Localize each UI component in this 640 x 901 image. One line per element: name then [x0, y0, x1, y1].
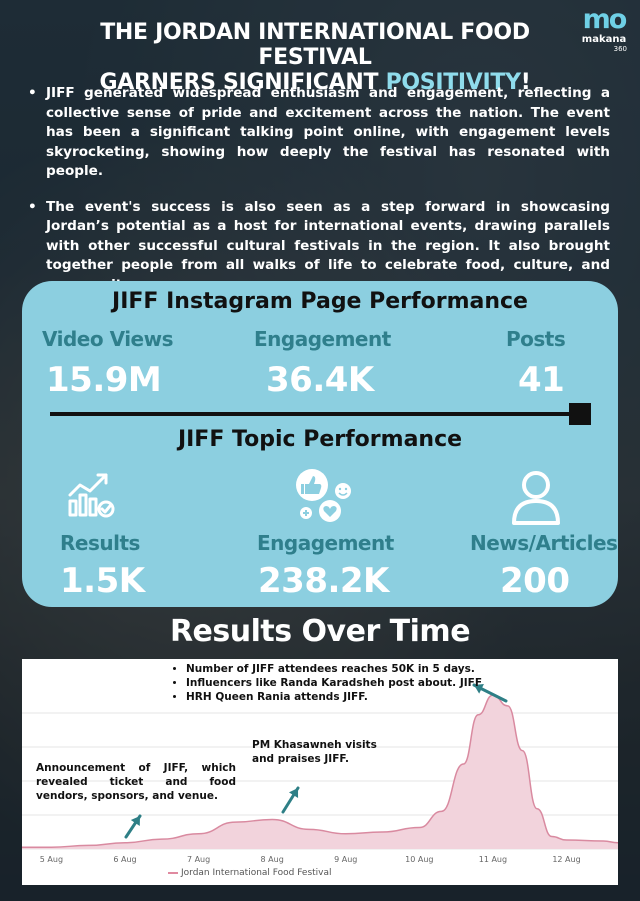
- legend-swatch: [168, 871, 178, 874]
- instagram-stat-value-posts: 41: [518, 360, 565, 400]
- announcement-note: Announcement of JIFF, which revealed tic…: [36, 762, 236, 802]
- reactions-icon: [296, 469, 351, 522]
- peak-note-item: HRH Queen Rania attends JIFF.: [186, 690, 492, 704]
- peak-note: Number of JIFF attendees reaches 50K in …: [172, 662, 492, 704]
- bullet-text: The event's success is also seen as a st…: [46, 198, 610, 293]
- logo-mark: mo: [582, 4, 628, 35]
- arrow-icon: [124, 814, 142, 839]
- topic-stat-label-news-articles: News/Articles: [470, 531, 618, 555]
- x-tick-label: 7 Aug: [187, 855, 210, 864]
- title-line-2-end: !: [520, 70, 531, 95]
- bullet-dot-icon: •: [28, 198, 37, 215]
- page-title: THE JORDAN INTERNATIONAL FOOD FESTIVAL G…: [40, 20, 590, 95]
- peak-note-item: Influencers like Randa Karadsheh post ab…: [186, 676, 492, 690]
- topic-stat-label-results: Results: [60, 531, 140, 555]
- series-area: [22, 695, 618, 849]
- legend-label: Jordan International Food Festival: [181, 868, 332, 878]
- topic-stat-value-results: 1.5K: [60, 561, 145, 601]
- divider-end-square: [569, 403, 591, 425]
- logo-number: 360: [613, 45, 627, 53]
- x-tick-label: 12 Aug: [552, 855, 580, 864]
- logo-word: makana: [581, 34, 627, 45]
- instagram-stat-label-engagement: Engagement: [254, 327, 391, 351]
- chart-legend: Jordan International Food Festival: [168, 868, 332, 878]
- title-line-1: THE JORDAN INTERNATIONAL FOOD FESTIVAL: [100, 20, 530, 70]
- annotation-arrows: [124, 683, 508, 839]
- x-tick-label: 9 Aug: [334, 855, 357, 864]
- instagram-stat-value-engagement: 36.4K: [266, 360, 374, 400]
- title-line-2: GARNERS SIGNIFICANT POSITIVITY!: [40, 70, 590, 95]
- bullet-text: JIFF generated widespread enthusiasm and…: [46, 85, 610, 179]
- instagram-stat-label-posts: Posts: [506, 327, 566, 351]
- instagram-stat-value-video-views: 15.9M: [46, 360, 162, 400]
- pm-note: PM Khasawneh visits and praises JIFF.: [252, 739, 377, 765]
- instagram-title: JIFF Instagram Page Performance: [112, 289, 528, 314]
- results-chart: 5 Aug 6 Aug 7 Aug 8 Aug 9 Aug 10 Aug 11 Aug 12 …: [22, 659, 618, 885]
- summary-bullets: • JIFF generated widespread enthusiasm an…: [26, 84, 610, 311]
- person-icon: [512, 471, 560, 525]
- arrow-icon: [281, 786, 300, 814]
- results-over-time-title: Results Over Time: [169, 614, 471, 649]
- title-line-2-start: GARNERS SIGNIFICANT: [99, 70, 386, 95]
- bullet-dot-icon: •: [28, 85, 37, 101]
- series-line: [22, 694, 618, 848]
- performance-panel: JIFF Instagram Page Performance Video Vi…: [22, 281, 618, 607]
- x-tick-label: 6 Aug: [113, 855, 136, 864]
- topic-stat-label-engagement: Engagement: [257, 531, 394, 555]
- x-tick-label: 8 Aug: [261, 855, 284, 864]
- results-chart-svg: 5 Aug 6 Aug 7 Aug 8 Aug 9 Aug 10 Aug 11 Aug 12 …: [22, 683, 618, 864]
- topic-stat-value-engagement: 238.2K: [258, 561, 389, 601]
- topic-title: JIFF Topic Performance: [177, 427, 463, 452]
- title-accent: POSITIVITY: [385, 70, 522, 95]
- bullet-item: • JIFF generated widespread enthusiasm an…: [26, 84, 610, 182]
- x-axis-ticks: 5 Aug 6 Aug 7 Aug 8 Aug 9 Aug 10 Aug 11 Aug 12 …: [40, 855, 581, 864]
- topic-stat-value-news-articles: 200: [500, 561, 570, 601]
- x-tick-label: 5 Aug: [40, 855, 63, 864]
- x-tick-label: 10 Aug: [405, 855, 433, 864]
- makana-logo: mo makana 360: [578, 4, 630, 54]
- x-tick-label: 11 Aug: [479, 855, 507, 864]
- arrow-icon: [472, 683, 508, 703]
- growth-chart-icon: [68, 473, 115, 518]
- peak-note-item: Number of JIFF attendees reaches 50K in …: [186, 662, 492, 676]
- instagram-stat-label-video-views: Video Views: [42, 327, 174, 351]
- divider-line: [50, 412, 580, 416]
